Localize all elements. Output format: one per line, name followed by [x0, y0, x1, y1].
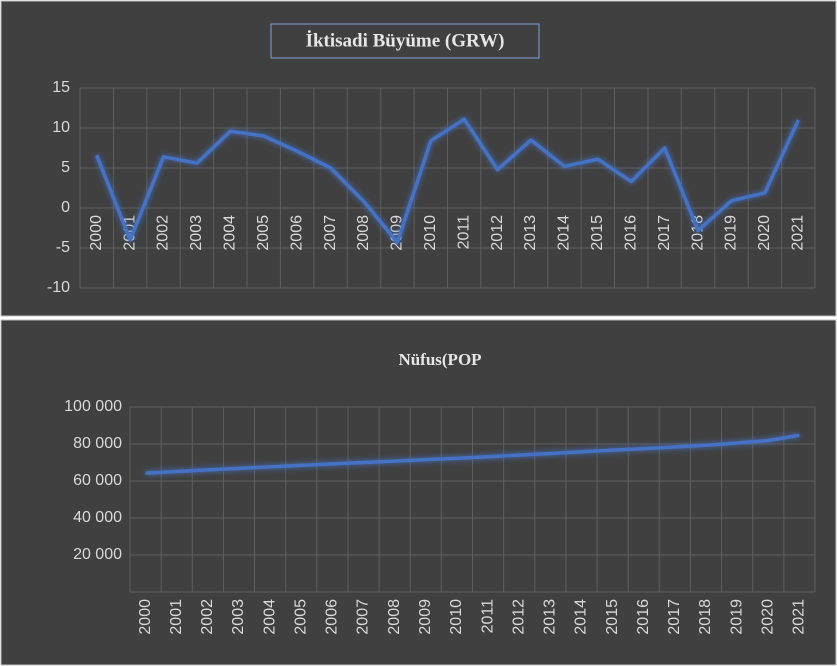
x-tick-label: 2004 — [261, 599, 278, 635]
x-tick-label: 2012 — [510, 599, 527, 635]
series-line — [145, 433, 800, 475]
x-tick-label: 2017 — [656, 215, 673, 251]
y-tick-label: -10 — [47, 279, 70, 296]
x-tick-label: 2000 — [137, 599, 154, 635]
x-tick-label: 2002 — [199, 599, 216, 635]
x-tick-label: 2008 — [386, 599, 403, 635]
x-tick-label: 2005 — [255, 215, 272, 251]
y-tick-label: 60 000 — [73, 472, 122, 489]
x-tick-label: 2002 — [155, 215, 172, 251]
chart-title: Nüfus(POP — [398, 350, 481, 369]
x-tick-label: 2003 — [230, 599, 247, 635]
x-tick-label: 2010 — [422, 215, 439, 251]
x-tick-label: 2006 — [324, 599, 341, 635]
panel — [0, 0, 837, 317]
panel — [0, 319, 837, 666]
x-tick-label: 2017 — [666, 599, 683, 635]
x-tick-label: 2014 — [573, 599, 590, 635]
x-tick-label: 2008 — [355, 215, 372, 251]
x-tick-label: 2011 — [455, 215, 472, 250]
x-tick-label: 2010 — [448, 599, 465, 635]
x-tick-label: 2015 — [604, 599, 621, 635]
x-tick-label: 2007 — [355, 599, 372, 635]
y-tick-label: -5 — [56, 239, 70, 256]
x-tick-label: 2014 — [556, 215, 573, 251]
x-tick-label: 2009 — [417, 599, 434, 635]
x-tick-label: 2013 — [542, 599, 559, 635]
chart-title: İktisadi Büyüme (GRW) — [306, 30, 505, 51]
y-tick-label: 10 — [52, 119, 70, 136]
x-tick-label: 2004 — [222, 215, 239, 251]
x-tick-label: 2013 — [522, 215, 539, 251]
title-box — [270, 23, 540, 59]
x-tick-label: 2016 — [635, 599, 652, 635]
x-tick-label: 2009 — [389, 215, 406, 251]
x-tick-label: 2016 — [622, 215, 639, 251]
x-tick-label: 2018 — [689, 215, 706, 251]
y-tick-label: 20 000 — [73, 546, 122, 563]
x-tick-label: 2001 — [168, 599, 185, 635]
x-tick-label: 2018 — [697, 599, 714, 635]
y-tick-label: 100 000 — [64, 398, 122, 415]
x-tick-label: 2020 — [756, 215, 773, 251]
x-tick-label: 2003 — [188, 215, 205, 251]
x-tick-label: 2011 — [479, 599, 496, 634]
y-tick-label: 5 — [61, 159, 70, 176]
series-line — [95, 117, 800, 245]
x-tick-label: 2021 — [791, 599, 808, 635]
x-tick-label: 2020 — [760, 599, 777, 635]
x-tick-label: 2005 — [292, 599, 309, 635]
y-tick-label: 15 — [52, 79, 70, 96]
y-tick-label: 80 000 — [73, 435, 122, 452]
x-tick-label: 2006 — [288, 215, 305, 251]
x-tick-label: 2019 — [728, 599, 745, 635]
x-tick-label: 2000 — [88, 215, 105, 251]
x-tick-label: 2012 — [489, 215, 506, 251]
x-tick-label: 2021 — [790, 215, 807, 251]
y-tick-label: 0 — [61, 199, 70, 216]
x-tick-label: 2019 — [723, 215, 740, 251]
x-tick-label: 2007 — [322, 215, 339, 251]
x-tick-label: 2015 — [589, 215, 606, 251]
y-tick-label: 40 000 — [73, 509, 122, 526]
